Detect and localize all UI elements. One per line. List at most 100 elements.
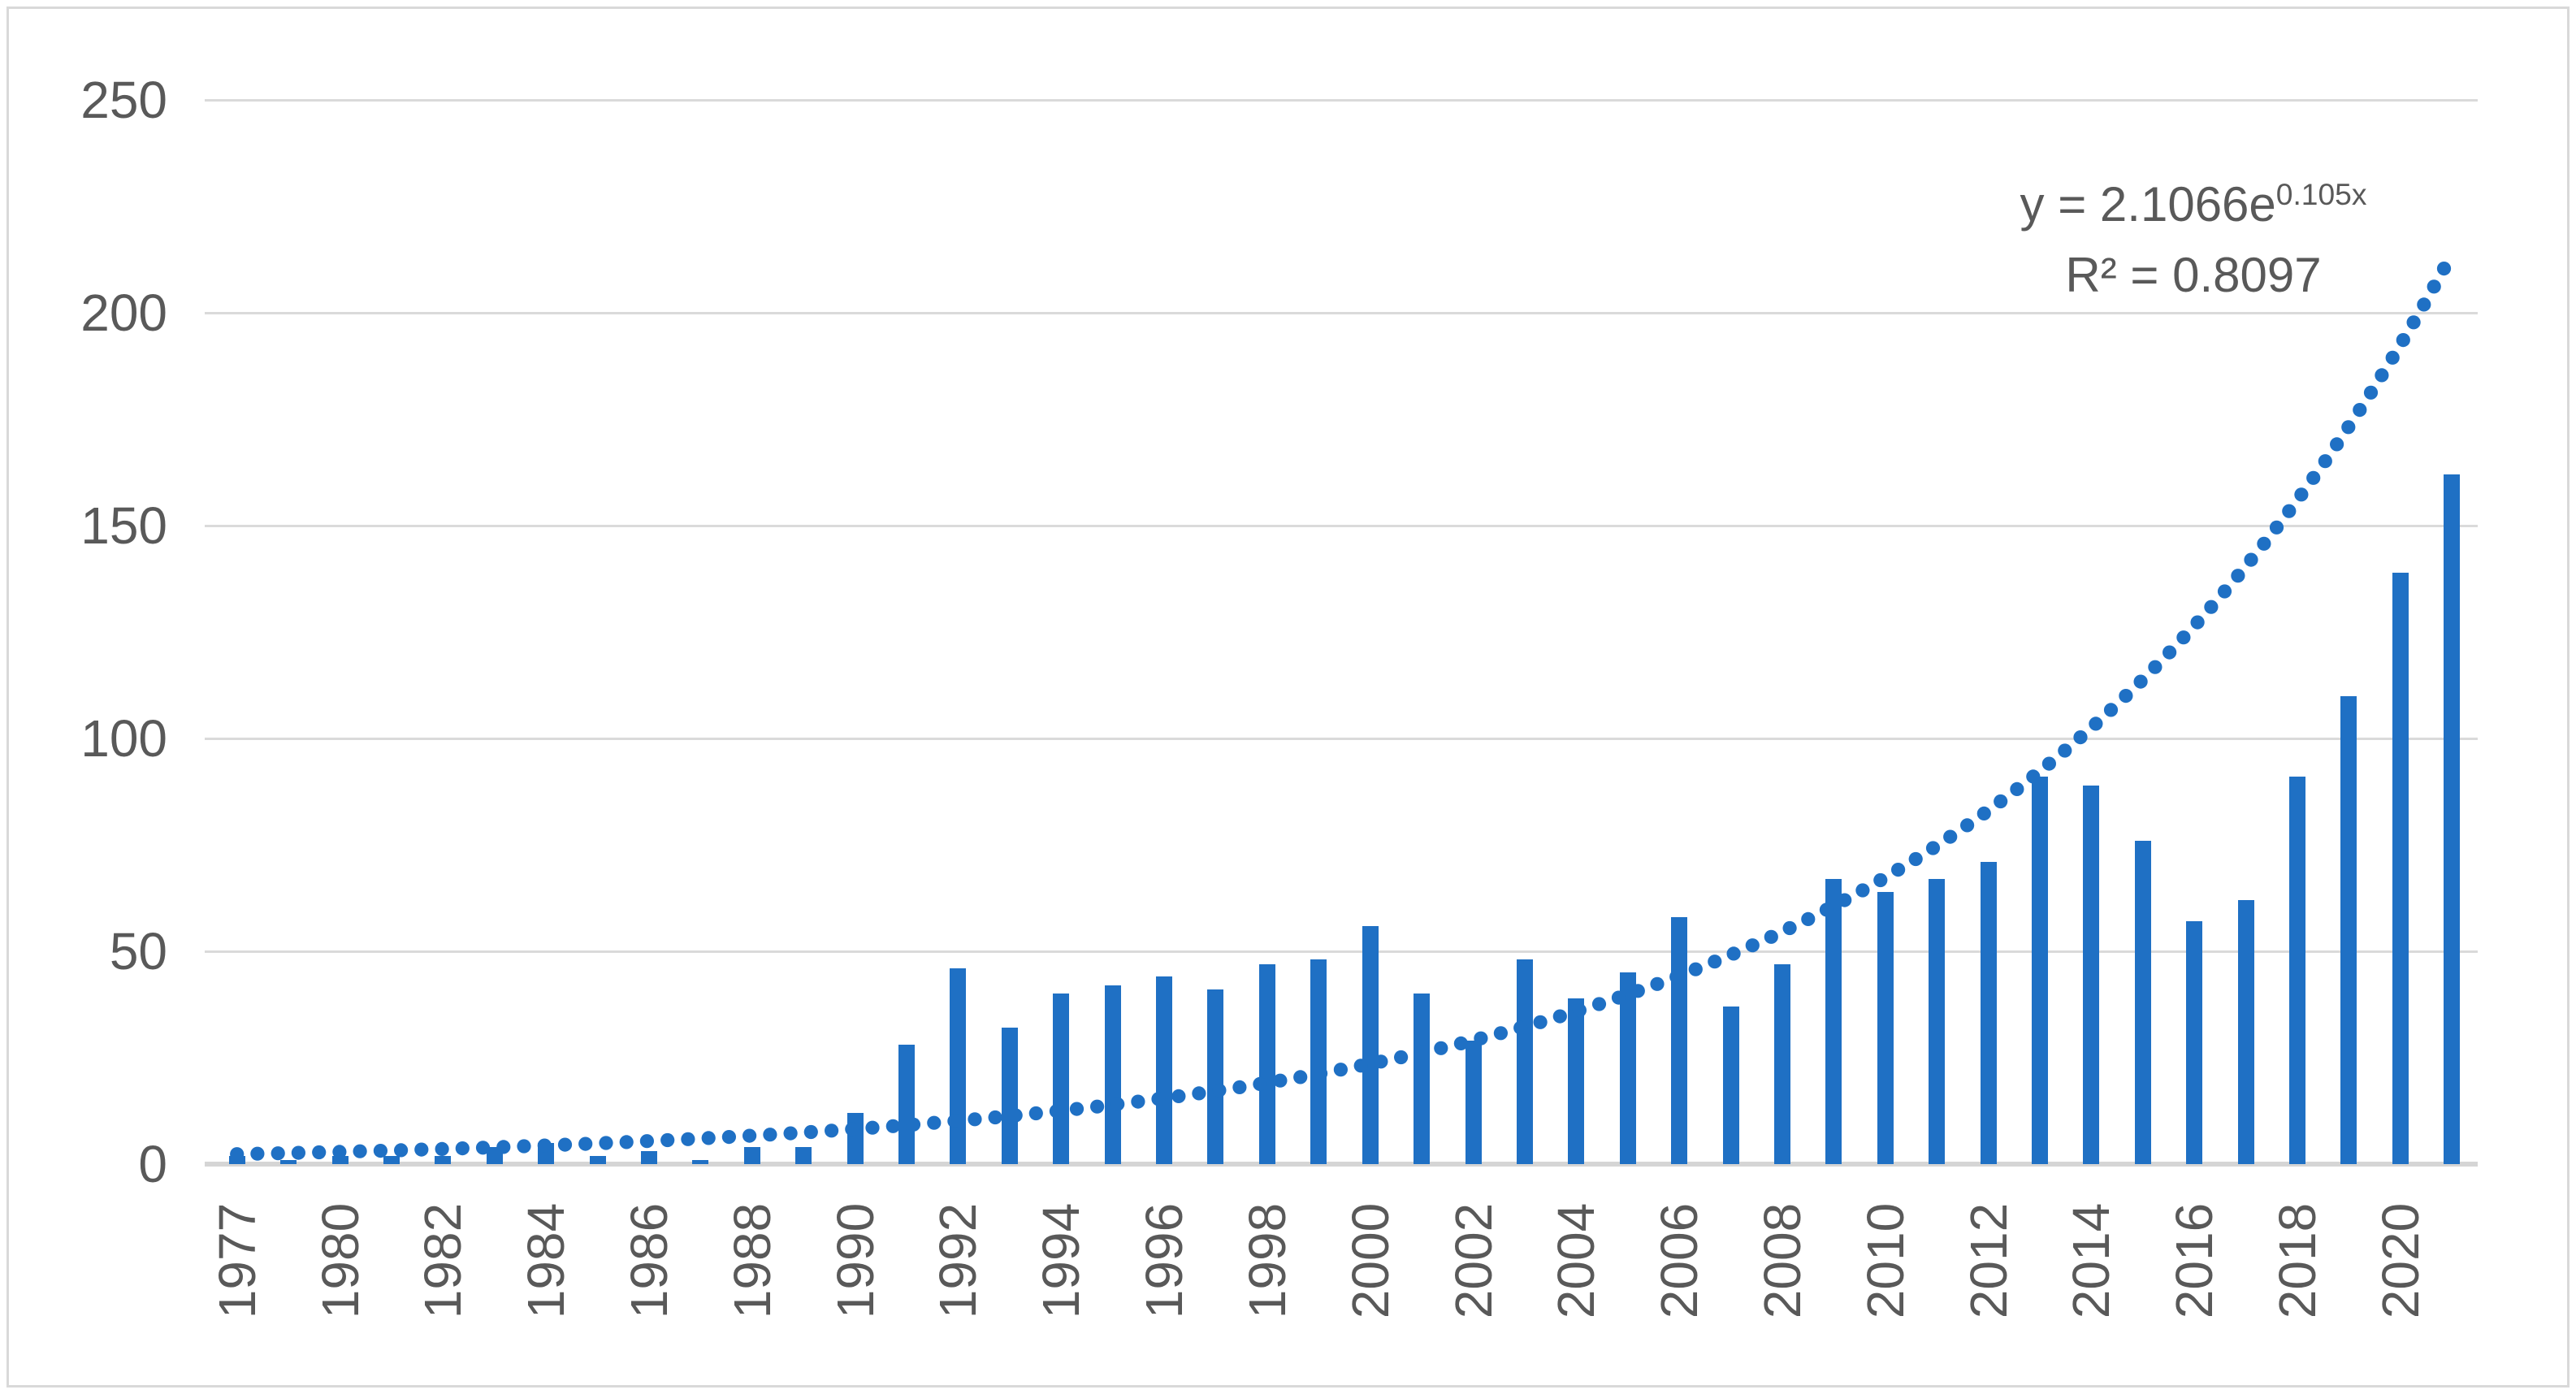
trend-dot — [517, 1139, 531, 1154]
trend-dot — [885, 1119, 900, 1133]
gridline — [205, 98, 2478, 102]
trend-dot — [1745, 938, 1760, 953]
trend-dot — [1069, 1102, 1085, 1116]
trend-dot — [2257, 536, 2271, 551]
trend-dot — [1669, 969, 1684, 984]
trend-dot — [373, 1144, 387, 1158]
trend-dot — [2306, 470, 2321, 485]
trend-dot — [2363, 385, 2379, 400]
gridline — [205, 524, 2478, 527]
trend-dot — [1801, 911, 1816, 926]
trend-dot — [1960, 818, 1975, 833]
bar-1994 — [1053, 994, 1070, 1164]
trend-dot — [1253, 1076, 1267, 1091]
trend-dot — [1591, 997, 1607, 1011]
trend-dot — [353, 1144, 367, 1158]
bar-1981 — [383, 1155, 400, 1164]
bar-2002 — [1465, 1041, 1482, 1164]
trend-dot — [1008, 1108, 1023, 1123]
bar-2015 — [2134, 840, 2151, 1164]
trend-dot — [1925, 841, 1941, 855]
trend-dot — [414, 1142, 429, 1157]
trend-dot — [2163, 645, 2177, 660]
y-tick-label: 150 — [80, 496, 167, 555]
trend-dot — [557, 1137, 573, 1152]
bar-1980 — [331, 1155, 349, 1164]
bar-1982 — [435, 1155, 452, 1164]
bar-2007 — [1722, 1007, 1739, 1164]
trend-dot — [1090, 1099, 1105, 1114]
trend-dot — [1192, 1086, 1206, 1101]
bar-1979 — [280, 1159, 297, 1164]
trend-dot — [1151, 1092, 1166, 1106]
bar-2001 — [1414, 994, 1431, 1164]
trend-dot — [1873, 872, 1888, 888]
trend-dot — [1572, 1003, 1587, 1018]
y-tick-label: 50 — [109, 922, 167, 981]
bar-2014 — [2083, 785, 2100, 1164]
trend-dot — [1764, 929, 1778, 944]
bar-2005 — [1619, 972, 1636, 1164]
trend-dot — [783, 1126, 798, 1141]
gridline — [205, 950, 2478, 953]
trend-dot — [1493, 1026, 1508, 1041]
trend-dot — [2119, 689, 2133, 703]
trend-dot — [578, 1136, 593, 1151]
trend-dot — [291, 1145, 305, 1160]
trend-dot — [2217, 584, 2232, 599]
trend-dot — [1552, 1009, 1567, 1024]
trend-dot — [1611, 990, 1626, 1005]
y-tick-label: 250 — [80, 71, 167, 129]
trend-dot — [1273, 1073, 1288, 1088]
trend-dot — [742, 1128, 757, 1143]
trend-dot — [312, 1145, 327, 1160]
bar-2012 — [1980, 861, 1997, 1164]
trend-dot — [1838, 893, 1852, 907]
trend-dot — [681, 1132, 695, 1146]
trend-dot — [701, 1131, 716, 1145]
trend-dot — [394, 1143, 409, 1158]
trend-dot — [2341, 420, 2356, 435]
trend-dot — [230, 1147, 245, 1162]
trend-dot — [1333, 1063, 1348, 1077]
trend-dot — [1855, 883, 1870, 898]
trend-dot — [1891, 863, 1906, 877]
trend-dot — [1131, 1094, 1145, 1109]
gridline — [205, 737, 2478, 740]
trend-dot — [271, 1146, 285, 1161]
bar-2000 — [1362, 925, 1379, 1164]
bar-2004 — [1568, 998, 1585, 1164]
trend-dot — [2396, 333, 2410, 348]
trend-dot — [2417, 297, 2431, 312]
trend-dot — [906, 1117, 921, 1132]
trend-dot — [2026, 769, 2041, 784]
trend-dot — [1374, 1054, 1388, 1069]
equation-exponent: 0.105x — [2275, 176, 2367, 211]
trend-dot — [1708, 955, 1722, 969]
bar-1986 — [640, 1151, 657, 1164]
trend-dot — [1650, 976, 1665, 991]
trend-dot — [2294, 487, 2309, 502]
trend-dot — [2041, 756, 2056, 771]
trend-dot — [927, 1115, 942, 1130]
bar-2020 — [2392, 572, 2409, 1164]
trend-dot — [2436, 262, 2452, 276]
trend-dot — [660, 1132, 675, 1148]
y-tick-label: 100 — [80, 709, 167, 768]
r-squared-line: R² = 0.8097 — [2065, 248, 2322, 302]
trend-dot — [1293, 1070, 1308, 1084]
trend-dot — [968, 1112, 982, 1127]
bar-2011 — [1929, 878, 1946, 1164]
trend-dot — [1474, 1031, 1488, 1046]
trend-dot — [2204, 600, 2219, 614]
trend-dot — [250, 1146, 265, 1161]
bar-2010 — [1877, 891, 1894, 1164]
trend-dot — [2330, 437, 2344, 452]
y-tick-label: 0 — [138, 1135, 167, 1193]
trend-dot — [825, 1123, 839, 1138]
trend-dot — [1353, 1058, 1368, 1073]
trend-dot — [2244, 552, 2258, 567]
bar-1989 — [795, 1147, 812, 1164]
trend-dot — [1688, 962, 1703, 976]
